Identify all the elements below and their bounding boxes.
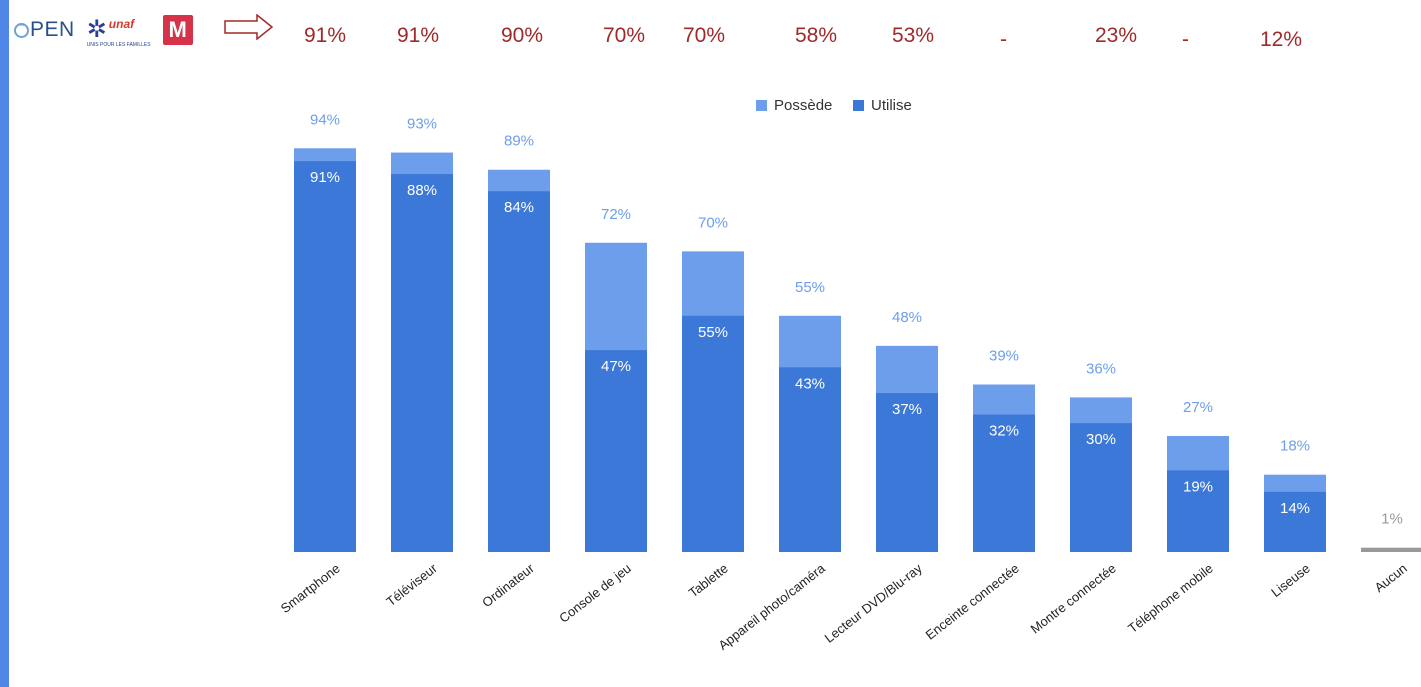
family-star-icon: ✲ — [86, 16, 107, 43]
top-value: - — [1182, 28, 1189, 51]
value-label-utilise: 91% — [310, 169, 340, 186]
right-arrow-icon — [224, 13, 274, 45]
top-value: 53% — [892, 24, 935, 47]
value-label-possede: 89% — [504, 133, 534, 150]
m-logo: M — [162, 15, 193, 45]
top-value: - — [1000, 28, 1007, 51]
top-value: 58% — [795, 24, 838, 47]
value-label-utilise: 32% — [989, 423, 1019, 440]
unaf-logo: ✲ unaf UNIS POUR LES FAMILLES — [87, 10, 159, 50]
value-label-possede: 70% — [698, 214, 728, 231]
value-label-possede: 18% — [1280, 438, 1310, 455]
bar-utilise — [488, 191, 550, 552]
bar-utilise — [585, 350, 647, 552]
value-label-utilise: 47% — [601, 358, 631, 375]
value-label-possede: 36% — [1086, 360, 1116, 377]
top-values-row: 91% 91% 90% 70% 70% 58% 53% - 23% - 12% — [0, 24, 1421, 54]
top-value: 70% — [603, 24, 646, 47]
category-label: Appareil photo/caméra — [716, 560, 829, 653]
speech-bubble-icon — [14, 20, 29, 38]
value-label-aucun: 1% — [1381, 511, 1403, 528]
bar-utilise — [1264, 491, 1326, 552]
left-accent-bar — [0, 0, 9, 687]
legend-label-utilise: Utilise — [871, 97, 912, 114]
value-label-utilise: 84% — [504, 199, 534, 216]
unaf-logo-text: unaf — [108, 17, 135, 31]
bar-aucun — [1361, 547, 1421, 552]
bar-utilise — [294, 161, 356, 552]
bar-utilise — [876, 393, 938, 552]
top-value: 70% — [683, 24, 726, 47]
category-label: Montre connectée — [1028, 561, 1119, 637]
bar-utilise — [391, 174, 453, 553]
m-logo-letter: M — [168, 17, 187, 42]
value-label-possede: 39% — [989, 347, 1019, 364]
value-label-utilise: 30% — [1086, 431, 1116, 448]
value-label-utilise: 55% — [698, 324, 728, 341]
category-label: Téléphone mobile — [1125, 561, 1216, 636]
category-label: Aucun — [1372, 561, 1410, 596]
top-value: 91% — [304, 24, 347, 47]
category-label: Tablette — [686, 561, 731, 601]
legend-label-possede: Possède — [774, 97, 832, 114]
category-label: Liseuse — [1268, 561, 1313, 600]
category-label: Lecteur DVD/Blu-ray — [822, 560, 926, 646]
value-label-possede: 94% — [310, 111, 340, 128]
value-label-utilise: 14% — [1280, 500, 1310, 517]
bar-utilise — [1070, 423, 1132, 552]
category-label: Smartphone — [278, 561, 343, 616]
top-value: 91% — [397, 24, 440, 47]
bar-utilise — [1167, 470, 1229, 552]
top-value: 23% — [1095, 24, 1138, 47]
legend-swatch-possede — [756, 100, 767, 111]
legend-swatch-utilise — [853, 100, 864, 111]
bar-utilise — [682, 315, 744, 552]
value-label-possede: 93% — [407, 116, 437, 133]
top-value: 90% — [501, 24, 544, 47]
open-logo-text: PEN — [30, 18, 75, 41]
category-label: Enceinte connectée — [923, 561, 1022, 643]
value-label-utilise: 43% — [795, 375, 825, 392]
value-label-utilise: 37% — [892, 401, 922, 418]
value-label-utilise: 88% — [407, 182, 437, 199]
value-label-possede: 72% — [601, 206, 631, 223]
value-label-possede: 55% — [795, 279, 825, 296]
top-value: 12% — [1260, 28, 1303, 51]
bar-utilise — [973, 414, 1035, 552]
value-label-utilise: 19% — [1183, 478, 1213, 495]
category-label: Console de jeu — [556, 561, 634, 626]
value-label-possede: 27% — [1183, 399, 1213, 416]
open-logo: PEN — [14, 18, 75, 42]
category-label: Ordinateur — [479, 560, 537, 610]
value-label-possede: 48% — [892, 309, 922, 326]
logo-strip: PEN ✲ unaf UNIS POUR LES FAMILLES M — [14, 8, 193, 52]
bar-utilise — [779, 367, 841, 552]
unaf-tagline: UNIS POUR LES FAMILLES — [86, 42, 151, 48]
category-label: Téléviseur — [383, 560, 440, 609]
